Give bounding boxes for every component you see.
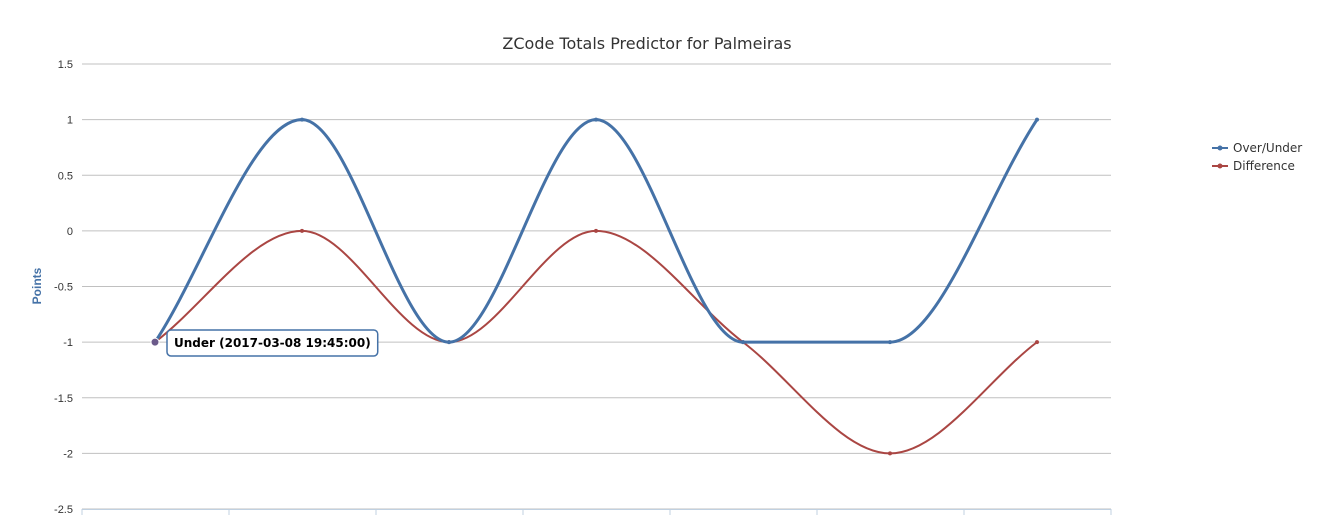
legend-label: Over/Under [1233,141,1302,155]
data-point[interactable] [300,228,304,233]
tooltip-box [166,329,379,357]
data-point[interactable] [447,340,451,345]
data-point[interactable] [888,451,892,456]
data-point[interactable] [594,228,598,233]
y-axis-ticks: 1.5 1 0.5 0 -0.5 -1 -1.5 -2 -2.5 [54,59,73,516]
y-tick-label: 0 [67,226,73,238]
y-axis-label: Points [30,267,44,304]
data-point[interactable] [741,340,745,345]
y-tick-label: -0.5 [54,282,73,294]
y-tick-label: -1 [63,337,73,349]
grid-lines [82,63,1111,510]
legend-marker [1217,163,1223,169]
tooltip: Under (2017-03-08 19:45:00) [166,329,379,357]
legend-item[interactable]: Over/Under [1212,141,1302,155]
y-tick-label: -1.5 [54,393,73,405]
y-tick-label: 1 [67,115,73,127]
data-point[interactable] [1035,117,1039,122]
data-point[interactable] [594,117,598,122]
data-point[interactable] [888,340,892,345]
tooltip-text: Under (2017-03-08 19:45:00) [174,336,371,350]
legend[interactable]: Over/Under Difference [1212,141,1302,173]
y-tick-label: 0.5 [58,170,73,182]
hovered-point[interactable] [150,337,160,347]
data-point[interactable] [300,117,304,122]
y-tick-label: -2 [63,448,73,460]
y-tick-label: -2.5 [54,504,73,516]
data-point[interactable] [1035,340,1039,345]
chart-title: ZCode Totals Predictor for Palmeiras [502,34,791,53]
series-0 [153,117,1039,345]
x-axis [81,509,1112,515]
series-group [150,117,1039,456]
legend-marker [1217,145,1223,151]
legend-item[interactable]: Difference [1212,159,1295,173]
legend-label: Difference [1233,159,1295,173]
y-tick-label: 1.5 [58,59,73,71]
